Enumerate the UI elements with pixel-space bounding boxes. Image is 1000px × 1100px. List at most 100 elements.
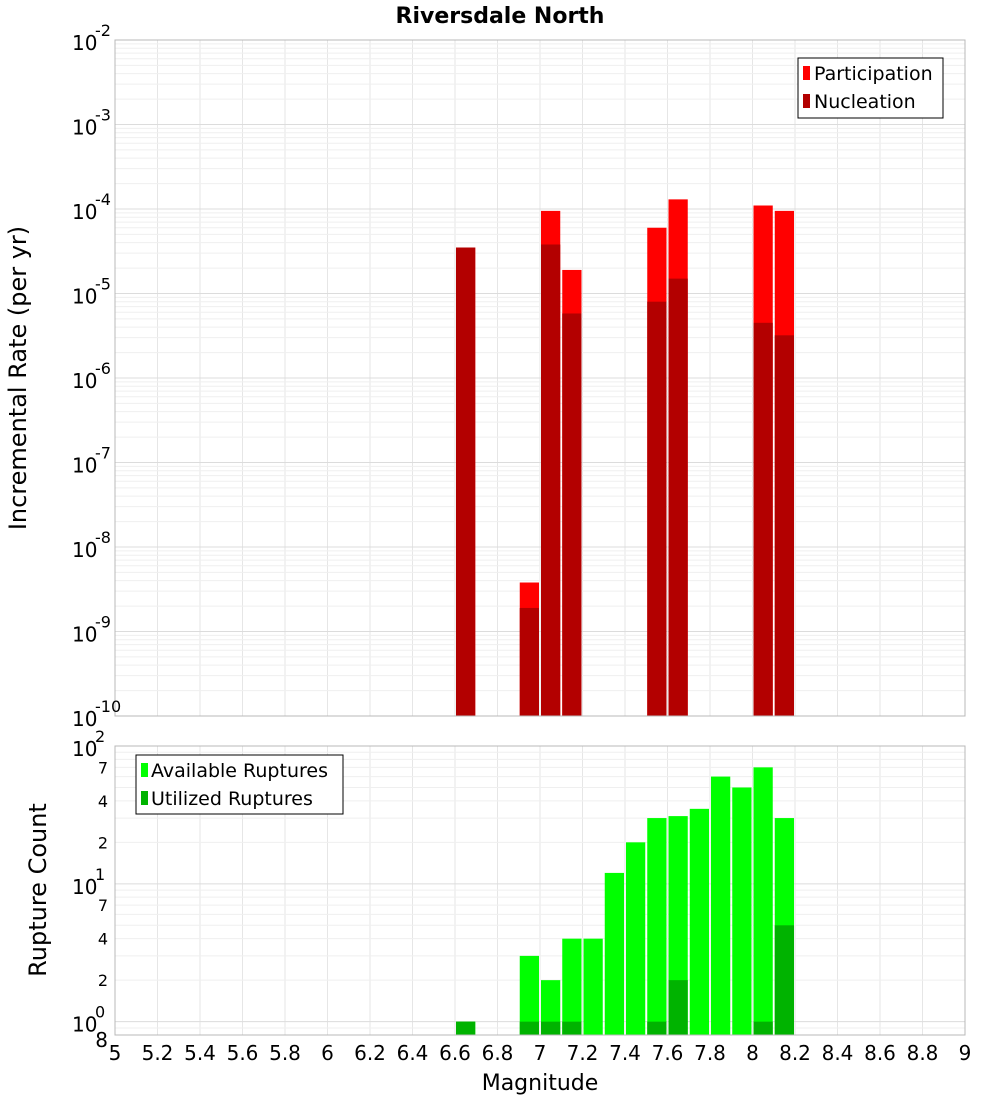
bottom-y-tick-label: 10 <box>72 737 97 761</box>
x-tick-label: 8 <box>746 1041 759 1065</box>
top-y-tick-exponent: -9 <box>95 613 111 632</box>
top-y-tick-exponent: -4 <box>95 190 111 209</box>
x-tick-label: 7.4 <box>609 1041 641 1065</box>
legend-label-nucleation: Nucleation <box>814 91 916 113</box>
top-y-axis-label: Incremental Rate (per yr) <box>4 226 32 530</box>
top-legend: Participation Nucleation <box>797 57 944 119</box>
bottom-legend: Available Ruptures Utilized Ruptures <box>135 754 344 815</box>
utilized-ruptures-bar <box>753 1021 773 1035</box>
top-y-tick-label: 10 <box>72 31 97 55</box>
x-tick-label: 5.6 <box>227 1041 259 1065</box>
nucleation-bar <box>541 244 561 716</box>
top-plot-grid <box>114 40 966 717</box>
top-y-tick-exponent: -7 <box>95 444 111 463</box>
bottom-y-tick-label: 10 <box>72 1013 97 1037</box>
x-tick-label: 6.6 <box>439 1041 471 1065</box>
bottom-y-minor-tick-label: 2 <box>98 971 108 990</box>
utilized-ruptures-bar <box>647 1021 667 1035</box>
x-tick-label: 6.2 <box>354 1041 386 1065</box>
bottom-plot-frame <box>114 745 966 1036</box>
available-ruptures-bar <box>583 938 603 1035</box>
x-tick-label: 5.2 <box>142 1041 174 1065</box>
x-tick-label: 5.8 <box>269 1041 301 1065</box>
available-ruptures-bar <box>541 980 561 1035</box>
bottom-y-tick-label: 10 <box>72 875 97 899</box>
utilized-ruptures-bar <box>774 925 794 1035</box>
x-tick-label: 7.8 <box>694 1041 726 1065</box>
chart-title: Riversdale North <box>396 4 605 29</box>
available-ruptures-bar <box>711 776 731 1035</box>
x-tick-label: 6.8 <box>482 1041 514 1065</box>
nucleation-bar <box>753 322 773 716</box>
top-y-tick-exponent: -5 <box>95 275 111 294</box>
top-y-tick-label: 10 <box>72 369 97 393</box>
legend-swatch-utilized <box>141 791 148 805</box>
x-tick-label: 8.6 <box>864 1041 896 1065</box>
nucleation-bar <box>668 278 688 716</box>
x-tick-label: 6 <box>321 1041 334 1065</box>
bottom-y-tick-exponent: 2 <box>95 727 105 746</box>
legend-swatch-available <box>141 763 148 777</box>
top-y-tick-exponent: -2 <box>95 21 111 40</box>
bottom-y-minor-tick-label: 7 <box>98 896 108 915</box>
available-ruptures-bar <box>519 955 539 1035</box>
legend-label-available: Available Ruptures <box>151 760 328 782</box>
top-y-tick-label: 10 <box>72 707 97 731</box>
x-tick-label: 8.2 <box>779 1041 811 1065</box>
x-tick-label: 8.4 <box>822 1041 854 1065</box>
top-y-tick-label: 10 <box>72 200 97 224</box>
bottom-y-axis-label: Rupture Count <box>24 803 52 977</box>
top-y-tick-label: 10 <box>72 538 97 562</box>
available-ruptures-bar <box>689 808 709 1035</box>
available-ruptures-bar <box>732 787 752 1035</box>
top-plot-frame <box>114 39 966 717</box>
legend-label-utilized: Utilized Ruptures <box>151 788 313 810</box>
available-ruptures-bar <box>647 818 667 1035</box>
bottom-y-minor-tick-label: 4 <box>98 792 108 811</box>
top-y-tick-exponent: -6 <box>95 359 111 378</box>
nucleation-bar <box>456 247 476 716</box>
top-y-tick-label: 10 <box>72 623 97 647</box>
x-tick-label: 7.6 <box>652 1041 684 1065</box>
x-tick-label: 6.4 <box>397 1041 429 1065</box>
nucleation-bar <box>519 607 539 716</box>
x-tick-labels: 5 5.2 5.4 5.6 5.8 6 6.2 6.4 6.6 6.8 7 7.2 7.4 7.6 7.8 8… <box>109 1041 972 1065</box>
nucleation-bar <box>774 335 794 716</box>
bottom-y-minor-tick-label: 4 <box>98 930 108 949</box>
utilized-ruptures-bar <box>668 980 688 1035</box>
legend-label-participation: Participation <box>814 63 933 85</box>
top-plot-bars <box>456 199 794 717</box>
bottom-y-tick-exponent: 0 <box>95 1003 105 1022</box>
top-y-tick-exponent: -10 <box>95 697 121 716</box>
nucleation-bar <box>562 313 582 716</box>
bottom-plot-bars <box>456 767 794 1035</box>
bottom-y-minor-tick-label: 8 <box>95 1028 108 1052</box>
x-tick-label: 9 <box>959 1041 972 1065</box>
available-ruptures-bar <box>562 938 582 1035</box>
nucleation-bar <box>647 301 667 716</box>
utilized-ruptures-bar <box>562 1021 582 1035</box>
utilized-ruptures-bar <box>456 1021 476 1035</box>
available-ruptures-bar <box>753 767 773 1035</box>
top-y-tick-exponent: -8 <box>95 528 111 547</box>
top-y-tick-exponent: -3 <box>95 106 111 125</box>
x-tick-label: 7 <box>534 1041 547 1065</box>
available-ruptures-bar <box>604 872 624 1035</box>
legend-swatch-nucleation <box>803 94 810 108</box>
bottom-y-minor-tick-label: 2 <box>98 833 108 852</box>
utilized-ruptures-bar <box>519 1021 539 1035</box>
top-legend-box <box>797 57 944 119</box>
legend-swatch-participation <box>803 66 810 80</box>
x-axis-label: Magnitude <box>482 1071 599 1096</box>
bottom-y-tick-exponent: 1 <box>95 865 105 884</box>
top-y-tick-label: 10 <box>72 285 97 309</box>
x-tick-label: 5.4 <box>184 1041 216 1065</box>
available-ruptures-bar <box>626 842 646 1035</box>
x-tick-label: 8.8 <box>907 1041 939 1065</box>
bottom-legend-box <box>135 754 344 815</box>
x-tick-label: 7.2 <box>567 1041 599 1065</box>
x-tick-label: 5 <box>109 1041 122 1065</box>
